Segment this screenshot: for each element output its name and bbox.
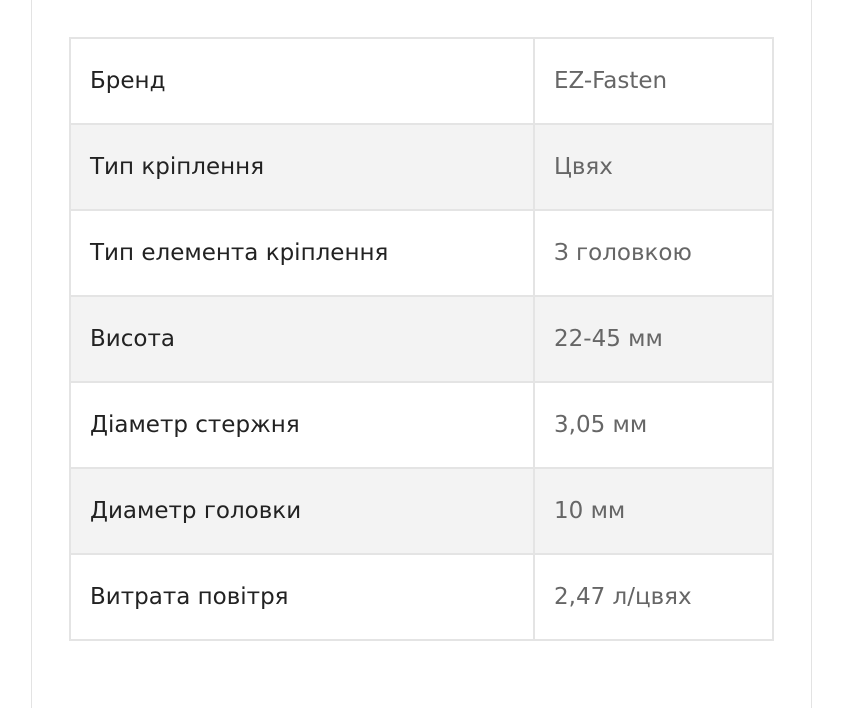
spec-value: 2,47 л/цвях: [533, 553, 774, 641]
spec-row: Тип елемента кріплення З головкою: [69, 209, 774, 297]
spec-label: Диаметр головки: [69, 467, 535, 555]
spec-value: EZ-Fasten: [533, 37, 774, 125]
spec-value: З головкою: [533, 209, 774, 297]
content-panel: [31, 0, 812, 708]
spec-label: Бренд: [69, 37, 535, 125]
spec-row: Витрата повітря 2,47 л/цвях: [69, 553, 774, 641]
spec-row: Діаметр стержня 3,05 мм: [69, 381, 774, 469]
spec-value: 22-45 мм: [533, 295, 774, 383]
spec-value: Цвях: [533, 123, 774, 211]
spec-row: Бренд EZ-Fasten: [69, 37, 774, 125]
spec-row: Висота 22-45 мм: [69, 295, 774, 383]
spec-label: Тип кріплення: [69, 123, 535, 211]
spec-label: Тип елемента кріплення: [69, 209, 535, 297]
specs-table: Бренд EZ-Fasten Тип кріплення Цвях Тип елеме…: [69, 37, 774, 641]
spec-value: 3,05 мм: [533, 381, 774, 469]
spec-row: Тип кріплення Цвях: [69, 123, 774, 211]
spec-label: Діаметр стержня: [69, 381, 535, 469]
spec-row: Диаметр головки 10 мм: [69, 467, 774, 555]
spec-label: Висота: [69, 295, 535, 383]
spec-value: 10 мм: [533, 467, 774, 555]
spec-label: Витрата повітря: [69, 553, 535, 641]
